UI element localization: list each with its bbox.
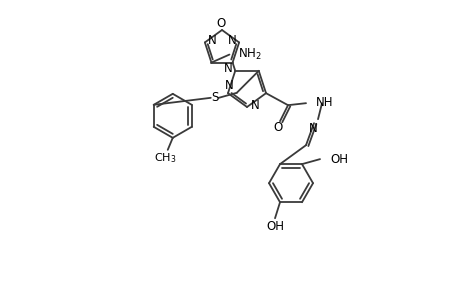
Text: O: O bbox=[216, 16, 225, 29]
Text: OH: OH bbox=[329, 153, 347, 166]
Text: CH$_3$: CH$_3$ bbox=[153, 151, 176, 165]
Text: N: N bbox=[308, 122, 317, 135]
Text: N: N bbox=[224, 62, 232, 75]
Text: N: N bbox=[207, 34, 216, 47]
Text: N: N bbox=[250, 98, 259, 112]
Text: O: O bbox=[273, 121, 282, 134]
Text: N: N bbox=[224, 79, 233, 92]
Text: NH$_2$: NH$_2$ bbox=[238, 47, 262, 62]
Text: NH: NH bbox=[315, 96, 333, 109]
Text: S: S bbox=[211, 91, 218, 104]
Text: OH: OH bbox=[265, 220, 283, 233]
Text: N: N bbox=[227, 34, 236, 47]
